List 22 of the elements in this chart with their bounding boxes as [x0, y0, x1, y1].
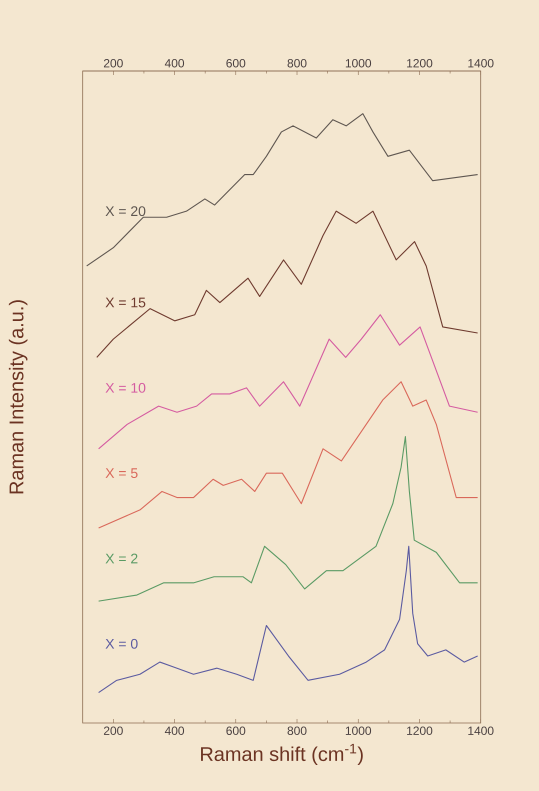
text: X = 2 [106, 554, 138, 564]
series-label: X = 0 [106, 638, 138, 649]
x2-tick-label: 800 [288, 59, 307, 68]
y-axis-title: Raman Intensity (a.u.) [8, 300, 28, 494]
x-tick-label: 1400 [468, 726, 494, 735]
x-tick-label: 200 [104, 726, 123, 735]
x-tick-label: 1000 [346, 726, 372, 735]
x-tick-label: 400 [164, 726, 184, 735]
x-axis-title: Raman shift (cm$^{-1}$) [201, 744, 363, 766]
x2-tick-label: 1000 [346, 59, 372, 68]
x-tick-label: 1200 [407, 726, 432, 735]
series-label: X = 5 [106, 468, 138, 478]
x2-tick-label: 1400 [468, 59, 494, 68]
series-label: X = 20 [106, 206, 146, 216]
x2-tick-label: 200 [104, 59, 123, 68]
x2-tick-label: 400 [164, 59, 184, 68]
series-label: X = 15 [106, 298, 146, 308]
x2-tick-label: 600 [226, 59, 246, 68]
x2-tick-label: 1200 [407, 59, 432, 68]
series-label: X = 10 [106, 382, 146, 393]
x-tick-label: 600 [226, 726, 246, 735]
x-tick-label: 800 [288, 726, 307, 735]
